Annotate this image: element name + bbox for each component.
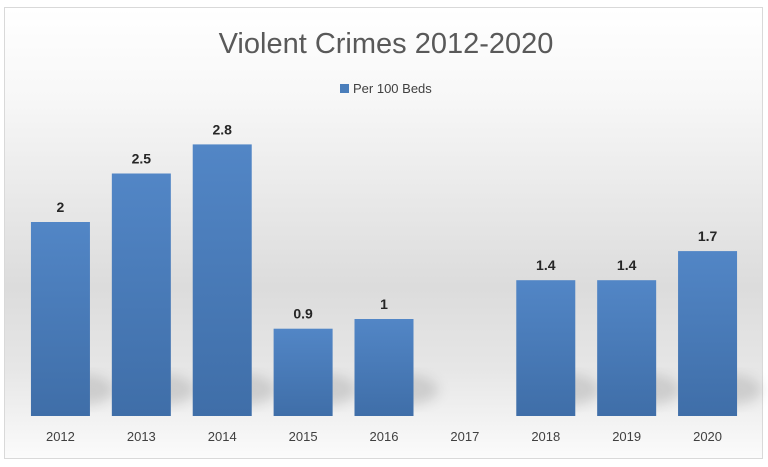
data-label: 1 bbox=[380, 296, 388, 312]
legend-swatch bbox=[340, 84, 349, 93]
x-tick-label: 2015 bbox=[289, 429, 318, 444]
bar bbox=[111, 173, 171, 416]
data-label: 2.8 bbox=[212, 121, 232, 137]
data-labels: 2 2.5 2.8 0.9 1 1.4 1.4 1.7 bbox=[57, 121, 718, 321]
x-tick-label: 2018 bbox=[531, 429, 560, 444]
data-label: 2 bbox=[57, 199, 65, 215]
data-label: 1.4 bbox=[536, 257, 556, 273]
legend: Per 100 Beds bbox=[340, 81, 432, 96]
bar bbox=[354, 319, 414, 416]
x-tick-label: 2013 bbox=[127, 429, 156, 444]
data-label: 1.4 bbox=[617, 257, 637, 273]
x-tick-label: 2019 bbox=[612, 429, 641, 444]
bar bbox=[597, 280, 657, 416]
data-label: 0.9 bbox=[293, 306, 313, 322]
bar bbox=[273, 328, 333, 416]
x-tick-label: 2012 bbox=[46, 429, 75, 444]
bar bbox=[516, 280, 576, 416]
bars bbox=[30, 144, 738, 416]
legend-label: Per 100 Beds bbox=[353, 81, 432, 96]
chart-title: Violent Crimes 2012-2020 bbox=[219, 28, 554, 60]
x-tick-label: 2020 bbox=[693, 429, 722, 444]
bar bbox=[30, 222, 90, 416]
x-tick-label: 2017 bbox=[450, 429, 479, 444]
x-tick-label: 2016 bbox=[370, 429, 399, 444]
x-tick-label: 2014 bbox=[208, 429, 237, 444]
data-label: 2.5 bbox=[132, 151, 152, 167]
data-label: 1.7 bbox=[698, 228, 718, 244]
bar bbox=[678, 251, 738, 416]
bar bbox=[192, 144, 252, 416]
x-axis-ticks: 2012 2013 2014 2015 2016 2017 2018 2019 2020 bbox=[46, 429, 722, 444]
